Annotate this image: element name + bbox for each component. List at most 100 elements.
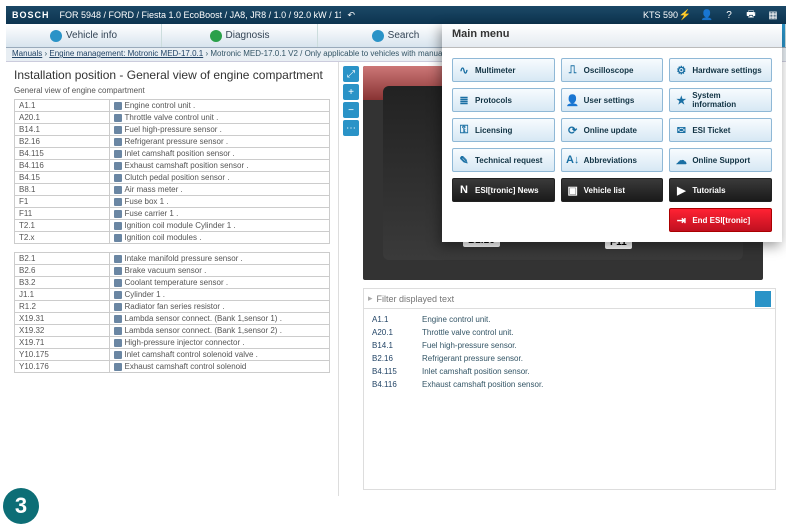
table-row[interactable]: B8.1Air mass meter . [15, 184, 330, 196]
component-code: T2.1 [15, 220, 110, 232]
menu-item-icon: ★ [675, 94, 687, 106]
table-row[interactable]: T2.xIgnition coil modules . [15, 232, 330, 244]
menu-item-icon: ▶ [675, 184, 687, 196]
menu-item[interactable]: A↓Abbreviations [561, 148, 664, 172]
menu-item[interactable]: ✉ ESI Ticket [669, 118, 772, 142]
table-row[interactable]: T2.1Ignition coil module Cylinder 1 . [15, 220, 330, 232]
def-val: Exhaust camshaft position sensor. [422, 380, 543, 389]
plug-icon[interactable]: ⚡ [678, 8, 692, 22]
menu-item[interactable]: 👤User settings [561, 88, 664, 112]
zoom-out-icon[interactable]: − [343, 102, 359, 118]
component-desc: Cylinder 1 . [109, 289, 330, 301]
filter-action-icon[interactable] [755, 291, 771, 307]
table-row[interactable]: R1.2Radiator fan series resistor . [15, 301, 330, 313]
table-row[interactable]: B2.1Intake manifold pressure sensor . [15, 253, 330, 265]
definition-row: B2.16Refrigerant pressure sensor. [372, 354, 767, 363]
expand-icon[interactable]: ⤢ [343, 66, 359, 82]
tab-diagnosis[interactable]: Diagnosis [162, 24, 318, 47]
menu-item-label: Online Support [692, 156, 750, 165]
menu-icon[interactable]: ▦ [766, 8, 780, 22]
menu-item-label: ESI Ticket [692, 126, 730, 135]
table-row[interactable]: F1Fuse box 1 . [15, 196, 330, 208]
component-desc: Exhaust camshaft position sensor . [109, 160, 330, 172]
def-key: B4.116 [372, 380, 412, 389]
table-row[interactable]: A1.1Engine control unit . [15, 100, 330, 112]
menu-item-label: Vehicle list [584, 186, 625, 195]
tab-label: Diagnosis [226, 30, 270, 41]
menu-item[interactable]: ☁ Online Support [669, 148, 772, 172]
menu-item-icon: ☁ [675, 154, 687, 166]
menu-item-icon: A↓ [567, 154, 579, 166]
table-row[interactable]: Y10.176Exhaust camshaft control solenoid [15, 361, 330, 373]
component-table-2: B2.1Intake manifold pressure sensor .B2.… [14, 252, 330, 373]
table-row[interactable]: F11Fuse carrier 1 . [15, 208, 330, 220]
tab-label: Vehicle info [66, 30, 117, 41]
menu-item[interactable]: ∿Multimeter [452, 58, 555, 82]
definitions-panel: ▸ A1.1Engine control unit.A20.1Throttle … [363, 288, 776, 490]
tab-vehicle-info[interactable]: Vehicle info [6, 24, 162, 47]
component-desc: Engine control unit . [109, 100, 330, 112]
undo-icon[interactable]: ↶ [347, 10, 355, 21]
table-row[interactable]: X19.32Lambda sensor connect. (Bank 1,sen… [15, 325, 330, 337]
menu-item[interactable]: ▣Vehicle list [561, 178, 664, 202]
component-code: B14.1 [15, 124, 110, 136]
step-badge: 3 [3, 488, 39, 524]
menu-item[interactable]: ⚙Hardware settings [669, 58, 772, 82]
table-row[interactable]: B2.16Refrigerant pressure sensor . [15, 136, 330, 148]
table-row[interactable]: B2.6Brake vacuum sensor . [15, 265, 330, 277]
def-val: Inlet camshaft position sensor. [422, 367, 530, 376]
component-desc: Lambda sensor connect. (Bank 1,sensor 1)… [109, 313, 330, 325]
table-row[interactable]: B4.115Inlet camshaft position sensor . [15, 148, 330, 160]
menu-item-icon: ⇥ [675, 214, 687, 226]
table-row[interactable]: X19.31Lambda sensor connect. (Bank 1,sen… [15, 313, 330, 325]
component-code: B4.115 [15, 148, 110, 160]
table-row[interactable]: B4.15Clutch pedal position sensor . [15, 172, 330, 184]
definition-row: B4.115Inlet camshaft position sensor. [372, 367, 767, 376]
component-desc: High-pressure injector connector . [109, 337, 330, 349]
menu-item-icon: ⚿ [458, 124, 470, 136]
help-icon[interactable]: ? [722, 8, 736, 22]
menu-item-label: Multimeter [475, 66, 515, 75]
user-icon[interactable]: 👤 [700, 8, 714, 22]
print-icon[interactable]: 🖶 [744, 8, 758, 22]
component-desc: Radiator fan series resistor . [109, 301, 330, 313]
menu-item[interactable]: ★System information [669, 88, 772, 112]
component-code: A1.1 [15, 100, 110, 112]
menu-title: Main menu [442, 24, 782, 48]
table-row[interactable]: Y10.175Inlet camshaft control solenoid v… [15, 349, 330, 361]
crumb-engine[interactable]: Engine management: Motronic MED-17.0.1 [49, 49, 203, 58]
table-row[interactable]: J1.1Cylinder 1 . [15, 289, 330, 301]
filter-input[interactable] [377, 294, 755, 304]
filter-bar: ▸ [364, 289, 775, 309]
menu-item[interactable]: ⚿Licensing [452, 118, 555, 142]
table-row[interactable]: A20.1Throttle valve control unit . [15, 112, 330, 124]
table-row[interactable]: X19.71High-pressure injector connector . [15, 337, 330, 349]
more-icon[interactable]: ⋯ [343, 120, 359, 136]
menu-item-icon: ⟳ [567, 124, 579, 136]
menu-item-icon: ✉ [675, 124, 687, 136]
def-val: Engine control unit. [422, 315, 491, 324]
menu-item[interactable]: NESI[tronic] News [452, 178, 555, 202]
menu-item-icon: 👤 [567, 94, 579, 106]
zoom-in-icon[interactable]: + [343, 84, 359, 100]
definition-row: B4.116 Exhaust camshaft position sensor. [372, 380, 767, 389]
component-code: T2.x [15, 232, 110, 244]
crumb-manuals[interactable]: Manuals [12, 49, 42, 58]
menu-item[interactable]: ⇥End ESI[tronic] [669, 208, 772, 232]
component-code: A20.1 [15, 112, 110, 124]
component-code: B2.1 [15, 253, 110, 265]
table-row[interactable]: B3.2Coolant temperature sensor . [15, 277, 330, 289]
menu-item[interactable]: ▶Tutorials [669, 178, 772, 202]
menu-item[interactable]: ⎍Oscilloscope [561, 58, 664, 82]
table-row[interactable]: B4.116Exhaust camshaft position sensor . [15, 160, 330, 172]
titlebar: BOSCH FOR 5948 / FORD / Fiesta 1.0 EcoBo… [6, 6, 786, 24]
menu-item-label: Oscilloscope [584, 66, 634, 75]
menu-item[interactable]: ⟳ Online update [561, 118, 664, 142]
search-icon [372, 30, 384, 42]
table-row[interactable]: B14.1Fuel high-pressure sensor . [15, 124, 330, 136]
menu-item[interactable]: ✎Technical request [452, 148, 555, 172]
definition-row: B14.1Fuel high-pressure sensor. [372, 341, 767, 350]
menu-item[interactable]: ≣Protocols [452, 88, 555, 112]
component-code: X19.32 [15, 325, 110, 337]
menu-item-label: Online update [584, 126, 637, 135]
